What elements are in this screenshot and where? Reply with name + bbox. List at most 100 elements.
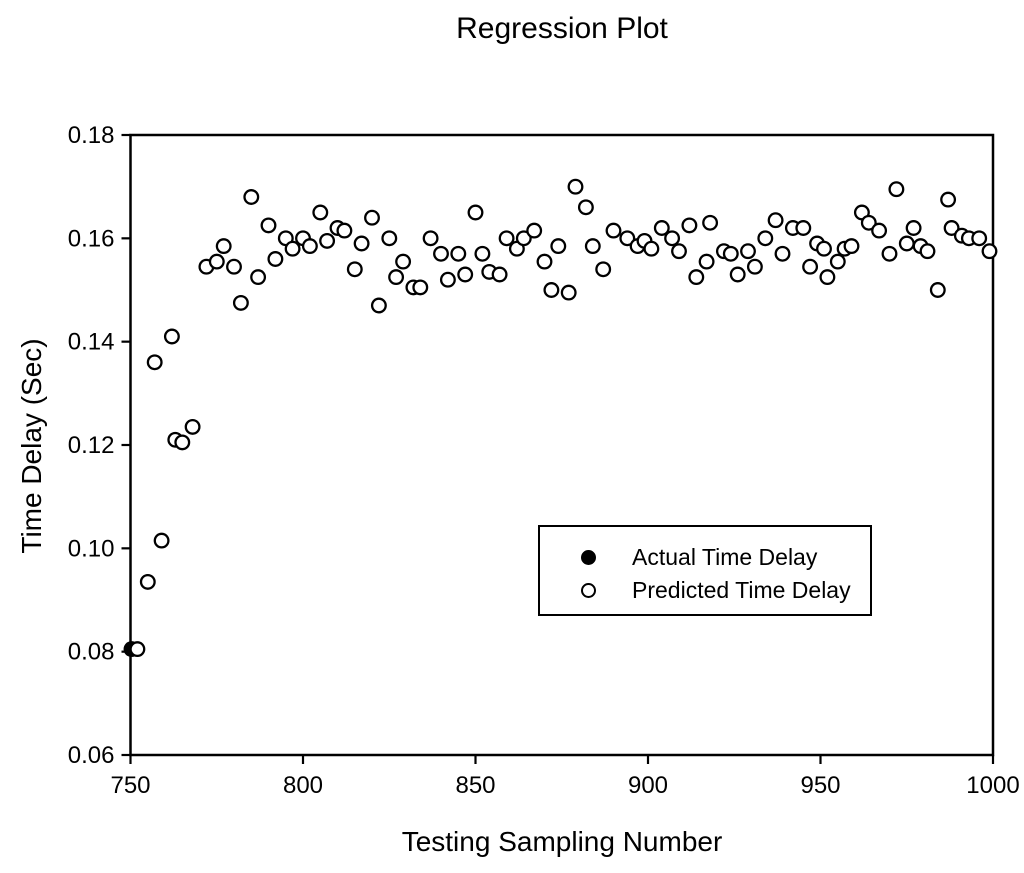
data-point-predicted	[981, 243, 998, 260]
data-point-predicted	[467, 204, 484, 221]
y-axis-title: Time Delay (Sec)	[16, 338, 47, 554]
data-point-predicted	[498, 230, 515, 247]
filled-circle-icon	[581, 550, 596, 565]
data-point-predicted	[722, 245, 739, 262]
data-point-predicted	[681, 217, 698, 234]
data-point-predicted	[802, 258, 819, 275]
data-point-predicted	[243, 189, 260, 205]
x-tick-label: 950	[800, 772, 840, 799]
x-tick-label: 800	[283, 772, 323, 799]
data-point-predicted	[395, 253, 412, 270]
y-tick-label: 0.16	[68, 225, 115, 252]
x-tick-label: 750	[110, 772, 150, 799]
data-point-predicted	[767, 212, 784, 229]
data-point-predicted	[605, 222, 622, 239]
data-point-predicted	[163, 328, 180, 345]
data-point-predicted	[153, 532, 170, 549]
data-point-predicted	[567, 178, 584, 195]
data-point-predicted	[795, 220, 812, 236]
y-tick-label: 0.06	[68, 742, 115, 769]
data-point-predicted	[412, 279, 429, 296]
data-point-predicted	[129, 641, 146, 658]
data-point-predicted	[215, 238, 232, 255]
legend-box: Actual Time Delay Predicted Time Delay	[538, 525, 872, 616]
data-point-predicted	[740, 243, 756, 260]
data-point-predicted	[971, 230, 988, 247]
data-point-predicted	[284, 240, 301, 257]
data-point-predicted	[905, 220, 922, 236]
data-point-predicted	[346, 261, 363, 278]
data-point-predicted	[940, 191, 957, 208]
data-point-predicted	[843, 238, 860, 255]
data-point-predicted	[819, 269, 836, 286]
data-point-predicted	[260, 217, 277, 234]
data-point-predicted	[595, 261, 612, 278]
y-tick-label: 0.10	[68, 535, 115, 562]
data-point-predicted	[450, 245, 467, 262]
data-point-predicted	[543, 282, 560, 298]
data-point-predicted	[643, 240, 660, 257]
data-point-predicted	[267, 251, 284, 267]
data-point-predicted	[422, 230, 439, 247]
data-point-predicted	[439, 271, 456, 288]
data-point-predicted	[319, 232, 336, 249]
data-point-predicted	[746, 258, 763, 275]
data-point-predicted	[829, 253, 846, 270]
data-point-predicted	[816, 240, 832, 257]
y-tick-label: 0.18	[68, 122, 115, 149]
data-point-predicted	[774, 245, 791, 262]
data-point-predicted	[226, 258, 242, 275]
data-point-predicted	[653, 220, 670, 236]
data-point-predicted	[929, 282, 946, 298]
data-point-predicted	[232, 294, 249, 311]
data-point-predicted	[698, 253, 715, 270]
data-point-predicted	[139, 573, 156, 590]
data-point-predicted	[474, 245, 491, 262]
data-point-predicted	[457, 266, 474, 283]
data-point-predicted	[577, 199, 594, 216]
open-circle-icon	[581, 583, 596, 598]
data-point-predicted	[301, 238, 318, 255]
data-point-predicted	[208, 253, 225, 270]
data-point-predicted	[381, 230, 398, 247]
data-point-predicted	[364, 209, 380, 226]
data-point-predicted	[943, 220, 960, 236]
x-tick-label: 850	[455, 772, 495, 799]
data-point-predicted	[515, 230, 532, 247]
data-point-predicted	[536, 253, 553, 270]
x-tick-label: 1000	[966, 772, 1019, 799]
data-point-predicted	[370, 297, 387, 314]
data-point-predicted	[353, 235, 370, 252]
data-point-predicted	[729, 266, 746, 283]
data-point-predicted	[619, 230, 636, 247]
data-point-predicted	[312, 204, 329, 221]
data-point-predicted	[184, 418, 201, 435]
data-point-predicted	[433, 245, 449, 262]
data-point-predicted	[702, 214, 719, 231]
plot-frame	[129, 133, 995, 757]
data-point-predicted	[881, 245, 898, 262]
data-point-predicted	[871, 222, 888, 239]
x-axis-title: Testing Sampling Number	[401, 826, 723, 857]
data-point-predicted	[671, 243, 687, 260]
chart-title: Regression Plot	[456, 12, 668, 45]
data-point-predicted	[526, 222, 543, 239]
data-point-predicted	[898, 235, 915, 252]
y-tick-label: 0.14	[68, 329, 115, 356]
data-point-predicted	[550, 238, 567, 255]
data-point-predicted	[757, 230, 774, 247]
data-point-predicted	[888, 181, 905, 198]
data-point-predicted	[146, 354, 163, 371]
data-point-predicted	[560, 284, 577, 301]
y-tick-label: 0.12	[68, 432, 115, 459]
legend-label-actual: Actual Time Delay	[632, 544, 818, 570]
data-point-predicted	[919, 243, 936, 260]
data-point-predicted	[388, 269, 405, 286]
legend-label-predicted: Predicted Time Delay	[632, 577, 851, 603]
data-point-predicted	[860, 214, 877, 231]
x-tick-label: 900	[628, 772, 668, 799]
data-point-predicted	[584, 238, 601, 255]
data-point-predicted	[174, 434, 191, 451]
